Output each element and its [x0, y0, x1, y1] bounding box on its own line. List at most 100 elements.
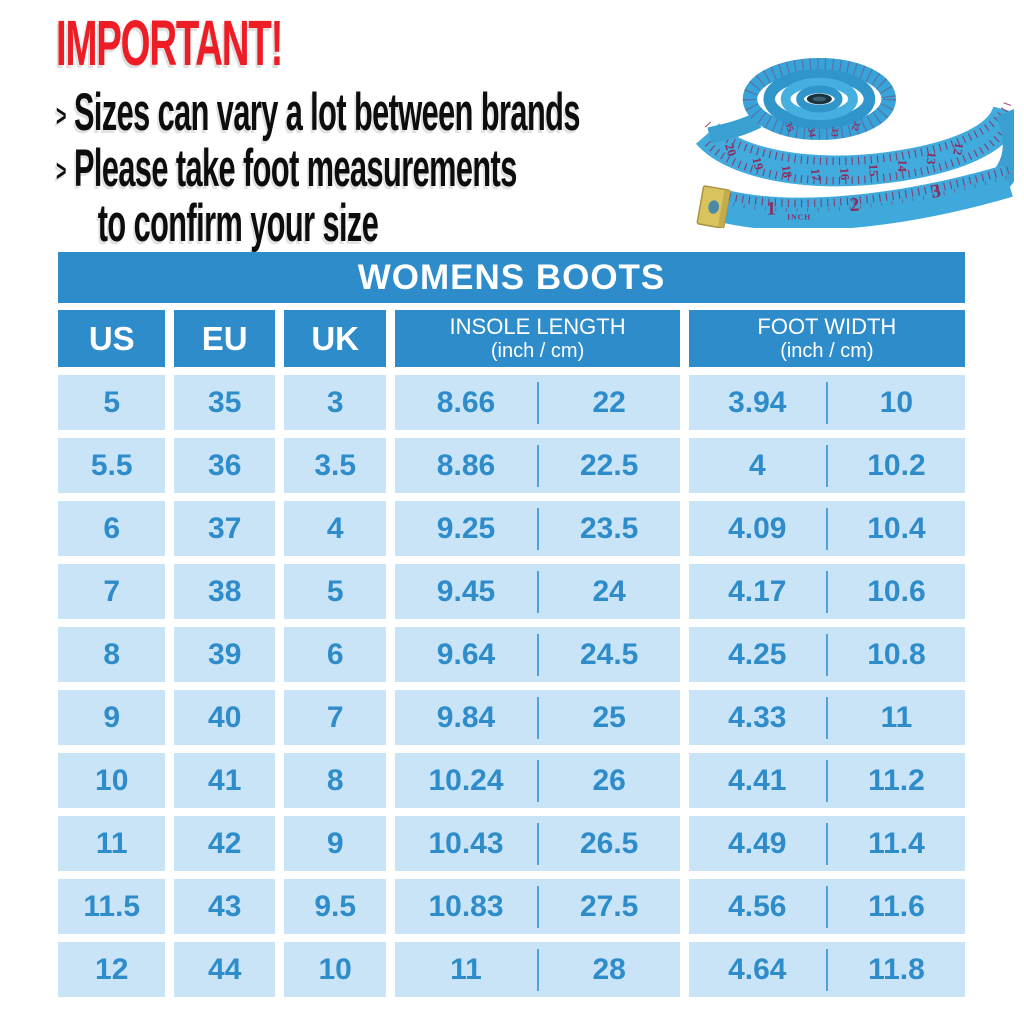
sizing-notice: IMPORTANT! > Sizes can vary a lot between… [56, 11, 716, 250]
insole-cm: 24.5 [579, 637, 639, 671]
insole-cm: 28 [592, 952, 626, 986]
cell-uk: 6 [283, 627, 387, 682]
cell-divider [536, 822, 539, 865]
bullet-text: to confirm your size [97, 194, 379, 254]
cell-us: 12 [58, 942, 166, 997]
cell-eu: 40 [174, 690, 275, 745]
cell-divider [825, 696, 828, 739]
cell-divider [825, 570, 828, 613]
cell-eu: 43 [174, 879, 275, 934]
column-header-us: US [58, 310, 166, 367]
table-row: 5.5 36 3.5 8.86 22.5 4 10.2 [58, 438, 965, 493]
cell-insole-length: 9.45 24 [395, 564, 680, 619]
width-inch: 4.09 [728, 511, 787, 545]
width-cm: 10.2 [867, 448, 926, 482]
tape-number: 35 [782, 121, 796, 134]
insole-cm: 27.5 [579, 889, 639, 923]
cell-divider [536, 444, 539, 487]
cell-foot-width: 4.56 11.6 [688, 879, 965, 934]
tape-number: 1 [766, 199, 776, 220]
width-inch: 4.25 [728, 637, 787, 671]
cell-insole-length: 10.43 26.5 [395, 816, 680, 871]
width-inch: 3.94 [728, 385, 787, 419]
column-header-label: INSOLE LENGTH [449, 313, 626, 339]
cell-foot-width: 4.17 10.6 [688, 564, 965, 619]
tape-number: 34 [805, 127, 817, 138]
insole-cm: 22 [592, 385, 626, 419]
width-inch: 4.64 [728, 952, 787, 986]
table-row: 12 44 10 11 28 4.64 11.8 [58, 942, 965, 997]
insole-cm: 24 [592, 574, 626, 608]
cell-divider [825, 444, 828, 487]
column-header-eu: EU [174, 310, 275, 367]
width-inch: 4.33 [728, 700, 787, 734]
insole-inch: 10.24 [428, 763, 504, 797]
cell-foot-width: 4.33 11 [688, 690, 965, 745]
cell-divider [825, 948, 828, 991]
insole-inch: 11 [450, 952, 482, 986]
cell-uk: 5 [283, 564, 387, 619]
table-row: 5 35 3 8.66 22 3.94 10 [58, 375, 965, 430]
width-cm: 11.6 [868, 889, 925, 923]
width-inch: 4 [748, 448, 766, 482]
insole-inch: 9.84 [436, 700, 496, 734]
column-header-insole-length: INSOLE LENGTH (inch / cm) [395, 310, 680, 367]
cell-us: 11.5 [58, 879, 166, 934]
cell-foot-width: 4.25 10.8 [688, 627, 965, 682]
cell-foot-width: 4.49 11.4 [688, 816, 965, 871]
insole-inch: 9.64 [436, 637, 496, 671]
cell-uk: 8 [283, 753, 387, 808]
bullet-text: Sizes can vary a lot between brands [73, 83, 580, 142]
cell-foot-width: 4 10.2 [688, 438, 965, 493]
cell-foot-width: 4.09 10.4 [688, 501, 965, 556]
table-row: 11 42 9 10.43 26.5 4.49 11.4 [58, 816, 965, 871]
insole-cm: 25 [592, 700, 626, 734]
width-inch: 4.17 [728, 574, 787, 608]
tape-number: 32 [849, 119, 863, 132]
tape-inch-band: 1 2 3 INCH [719, 165, 1013, 228]
insole-cm: 23.5 [579, 511, 639, 545]
table-row: 8 39 6 9.64 24.5 4.25 10.8 [58, 627, 965, 682]
cell-uk: 9 [283, 816, 387, 871]
width-inch: 4.41 [728, 763, 787, 797]
tape-number: 3 [929, 181, 942, 203]
cell-divider [825, 507, 828, 550]
table-row: 6 37 4 9.25 23.5 4.09 10.4 [58, 501, 965, 556]
cell-divider [536, 885, 539, 928]
table-row: 9 40 7 9.84 25 4.33 11 [58, 690, 965, 745]
width-inch: 4.49 [728, 826, 787, 860]
tape-number: 2 [849, 194, 860, 216]
insole-cm: 26.5 [579, 826, 639, 860]
insole-inch: 8.86 [436, 448, 496, 482]
width-cm: 10.6 [867, 574, 926, 608]
cell-uk: 3 [283, 375, 387, 430]
cell-us: 9 [58, 690, 166, 745]
width-cm: 11.8 [868, 952, 925, 986]
cell-foot-width: 3.94 10 [688, 375, 965, 430]
notice-bullet: to confirm your size [56, 197, 439, 250]
cell-us: 5 [58, 375, 166, 430]
width-cm: 11 [880, 700, 913, 734]
cell-foot-width: 4.64 11.8 [688, 942, 965, 997]
cell-uk: 10 [283, 942, 387, 997]
table-row: 7 38 5 9.45 24 4.17 10.6 [58, 564, 965, 619]
tape-number: 14 [895, 159, 909, 173]
cell-us: 8 [58, 627, 166, 682]
cell-divider [536, 507, 539, 550]
notice-bullet: > Please take foot measurements [56, 142, 517, 198]
cell-eu: 41 [174, 753, 275, 808]
tape-cm-band: 20 19 18 17 16 15 14 13 12 [696, 99, 1014, 187]
tape-number: 16 [837, 167, 852, 180]
tape-number: 20 [722, 142, 739, 158]
cell-divider [536, 948, 539, 991]
cell-insole-length: 10.24 26 [395, 753, 680, 808]
width-cm: 11.2 [868, 763, 925, 797]
width-cm: 10 [879, 385, 914, 419]
cell-uk: 3.5 [283, 438, 387, 493]
column-header-uk: UK [283, 310, 387, 367]
tape-gold-tip [696, 185, 731, 228]
cell-uk: 9.5 [283, 879, 387, 934]
notice-bullets: > Sizes can vary a lot between brands > Pl… [56, 86, 716, 250]
cell-insole-length: 8.86 22.5 [395, 438, 680, 493]
cell-eu: 36 [174, 438, 275, 493]
